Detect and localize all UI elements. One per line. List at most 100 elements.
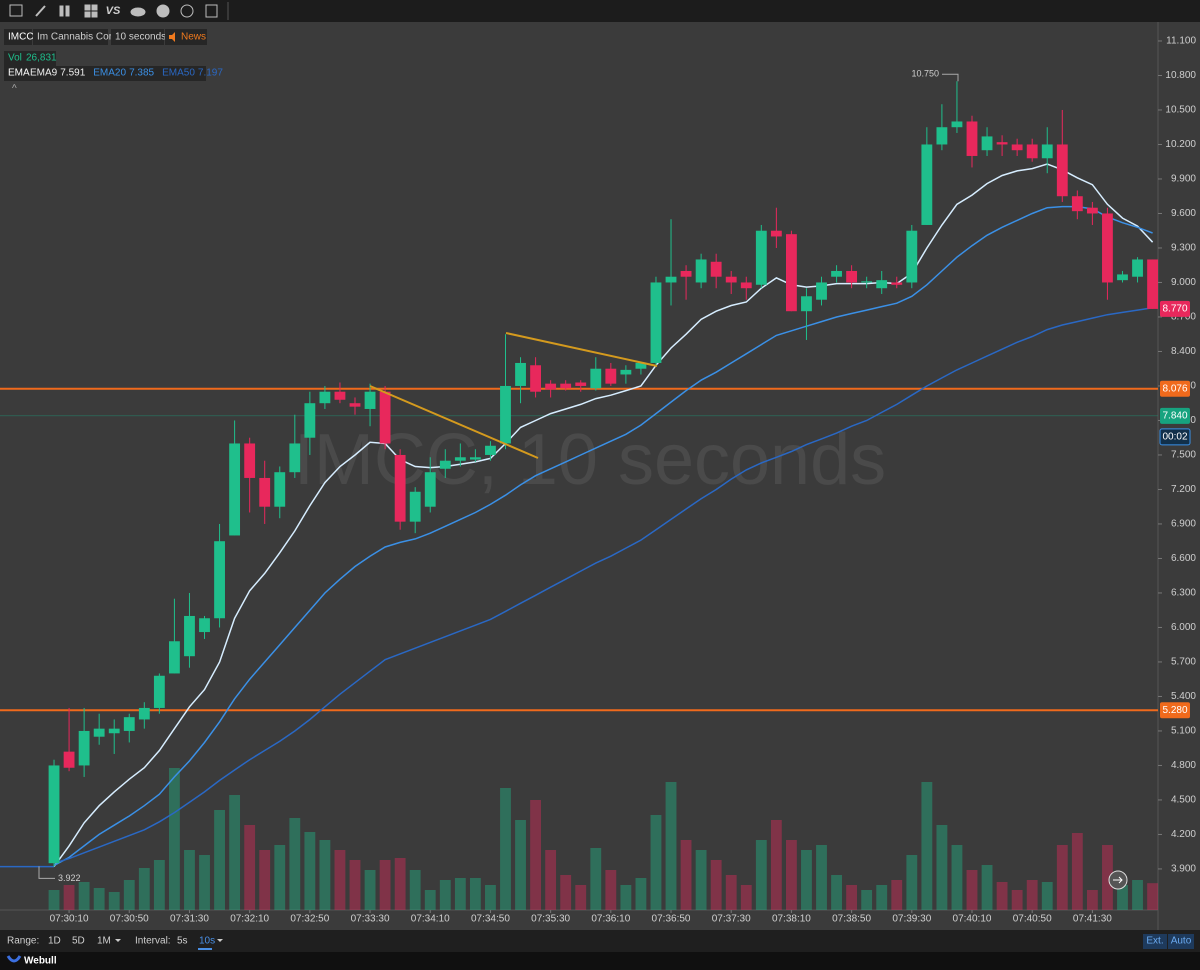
collapse-caret[interactable]: ^ bbox=[12, 84, 17, 95]
symbol: IMCC bbox=[8, 32, 34, 43]
candle-body bbox=[906, 230, 918, 283]
volume-bar bbox=[981, 865, 993, 910]
volume-bar bbox=[530, 800, 542, 910]
icon-grid[interactable] bbox=[91, 4, 98, 11]
icon-grid[interactable] bbox=[91, 11, 98, 18]
icon-cloud[interactable] bbox=[130, 7, 146, 17]
y-tick-label: 3.900 bbox=[1171, 864, 1196, 875]
ema-line bbox=[53, 163, 1154, 868]
volume-bar bbox=[394, 858, 406, 910]
candle-body bbox=[1071, 196, 1083, 212]
volume-bar bbox=[229, 795, 241, 910]
volume-bar bbox=[996, 882, 1008, 910]
candle-body bbox=[304, 403, 316, 438]
auto-label[interactable]: Auto bbox=[1171, 936, 1192, 947]
y-tick-label: 9.600 bbox=[1171, 208, 1196, 219]
icon-grid[interactable] bbox=[84, 4, 91, 11]
candle-body bbox=[966, 121, 978, 156]
low-marker-line bbox=[38, 866, 55, 879]
candle-body bbox=[770, 230, 782, 237]
candle-body bbox=[93, 728, 105, 737]
candle-body bbox=[439, 460, 451, 469]
auto-button[interactable] bbox=[1168, 934, 1194, 949]
volume-bar bbox=[951, 845, 963, 910]
volume-bar bbox=[545, 850, 557, 910]
news-box[interactable] bbox=[165, 29, 207, 45]
candle-body bbox=[560, 383, 572, 389]
y-tick-label: 10.200 bbox=[1165, 139, 1196, 150]
ema-line bbox=[53, 205, 1153, 867]
volume-bar bbox=[650, 815, 662, 910]
candle-body bbox=[153, 675, 165, 708]
candle-body bbox=[424, 472, 436, 507]
candle-body bbox=[1011, 144, 1023, 151]
icon-list[interactable] bbox=[205, 4, 218, 18]
volume-bar bbox=[846, 885, 858, 910]
candle-body bbox=[454, 457, 466, 461]
candle-body bbox=[48, 765, 60, 864]
y-tick-label: 7.500 bbox=[1171, 450, 1196, 461]
interval-option[interactable]: 5s bbox=[177, 936, 188, 947]
dropdown-caret[interactable] bbox=[217, 939, 223, 942]
candle-body bbox=[635, 362, 647, 369]
candle-body bbox=[123, 717, 135, 731]
price-tag bbox=[1160, 702, 1190, 719]
candle-body bbox=[379, 391, 391, 444]
y-tick-label: 5.100 bbox=[1171, 726, 1196, 737]
dropdown-caret[interactable] bbox=[115, 939, 121, 942]
countdown-box bbox=[1159, 428, 1191, 446]
icon-target[interactable] bbox=[180, 4, 194, 18]
x-tick-label: 07:34:50 bbox=[471, 914, 510, 925]
news-icon[interactable] bbox=[169, 32, 175, 42]
x-tick-label: 07:37:30 bbox=[712, 914, 751, 925]
candle-body bbox=[138, 707, 150, 720]
volume-bar bbox=[108, 892, 120, 910]
range-option[interactable]: 1D bbox=[48, 936, 61, 947]
volume-bar bbox=[785, 840, 797, 910]
trendline[interactable] bbox=[505, 332, 658, 367]
candle-body bbox=[680, 270, 692, 277]
bottom-bar bbox=[0, 930, 1200, 952]
watermark: IMCC, 10 seconds bbox=[294, 420, 886, 500]
range-option[interactable]: 1M bbox=[97, 936, 111, 947]
volume-bar bbox=[665, 782, 677, 910]
price-tag-label: 8.076 bbox=[1162, 383, 1187, 394]
interval-option-active[interactable]: 10s bbox=[199, 936, 215, 947]
news[interactable]: News bbox=[181, 32, 206, 43]
candle-body bbox=[349, 403, 361, 407]
candle-body bbox=[1041, 144, 1053, 159]
volume-bar bbox=[1132, 880, 1143, 910]
volume-bar bbox=[274, 845, 286, 910]
icon-dollar[interactable] bbox=[156, 4, 170, 18]
icon-draw[interactable] bbox=[35, 5, 46, 17]
candle-body bbox=[469, 457, 481, 460]
icon-chart[interactable] bbox=[9, 4, 23, 17]
volume-bar bbox=[48, 890, 60, 910]
candle-body bbox=[244, 443, 256, 478]
icon-vs[interactable]: VS bbox=[106, 5, 121, 17]
volume-bar bbox=[138, 868, 150, 910]
volume-bar bbox=[605, 870, 617, 910]
volume-bar bbox=[259, 850, 271, 910]
volume-bar bbox=[921, 782, 933, 910]
ext-button[interactable] bbox=[1143, 934, 1167, 949]
hline-layer bbox=[0, 387, 1158, 712]
icon-grid[interactable] bbox=[84, 11, 91, 18]
y-tick-label: 9.900 bbox=[1171, 174, 1196, 185]
volume-bar bbox=[439, 880, 451, 910]
icon-candles[interactable] bbox=[65, 5, 70, 17]
range-option[interactable]: 5D bbox=[72, 936, 85, 947]
icon-candles[interactable] bbox=[59, 5, 64, 17]
x-tick-label: 07:34:10 bbox=[411, 914, 450, 925]
candle-body bbox=[1056, 144, 1068, 197]
volume-bar bbox=[244, 825, 256, 910]
trendline[interactable] bbox=[369, 385, 539, 459]
y-tick-label: 6.600 bbox=[1171, 553, 1196, 564]
volume-bar bbox=[590, 848, 602, 910]
candle-body bbox=[755, 230, 767, 285]
y-tick-label: 6.900 bbox=[1171, 519, 1196, 530]
ext-label[interactable]: Ext. bbox=[1146, 936, 1163, 947]
arrow-icon bbox=[1113, 876, 1123, 884]
candle-body bbox=[274, 472, 286, 507]
